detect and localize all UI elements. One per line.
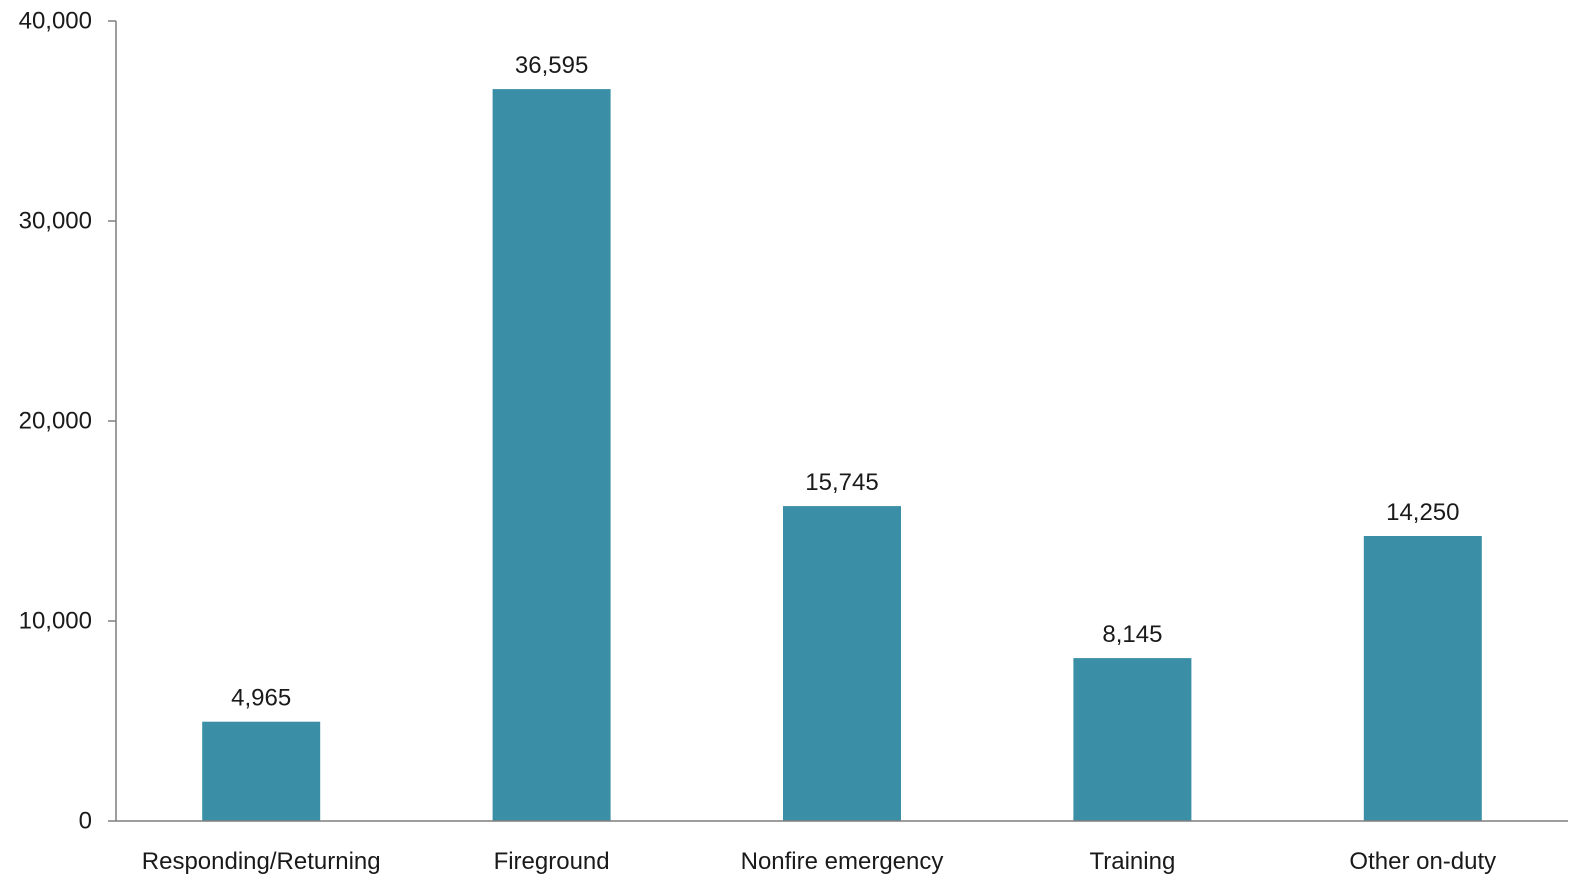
category-labels: Responding/Returning Fireground Nonfire em… <box>142 848 1496 875</box>
x-category-label: Training <box>1089 848 1175 875</box>
bar <box>783 506 901 821</box>
y-tick-label: 30,000 <box>19 208 92 235</box>
bar-value-label: 36,595 <box>515 52 588 79</box>
y-tick-label: 10,000 <box>19 608 92 635</box>
bar <box>1073 658 1192 821</box>
bar-value-label: 4,965 <box>231 685 291 712</box>
bar-value-label: 14,250 <box>1386 499 1459 526</box>
x-category-label: Other on-duty <box>1349 848 1496 875</box>
bar <box>202 721 321 821</box>
data-labels: 4,965 36,595 15,745 8,145 14,250 <box>231 52 1459 712</box>
x-category-label: Responding/Returning <box>142 848 381 875</box>
bar-value-label: 15,745 <box>805 469 878 496</box>
y-axis-ticks: 0 10,000 20,000 30,000 40,000 <box>19 8 116 835</box>
x-category-label: Nonfire emergency <box>741 848 944 875</box>
bar <box>492 89 611 822</box>
y-tick-label: 20,000 <box>19 408 92 435</box>
bars <box>202 89 1482 822</box>
y-tick-label: 0 <box>79 808 92 835</box>
y-tick-label: 40,000 <box>19 8 92 35</box>
bar <box>1363 536 1482 821</box>
x-category-label: Fireground <box>494 848 610 875</box>
bar-value-label: 8,145 <box>1102 621 1162 648</box>
